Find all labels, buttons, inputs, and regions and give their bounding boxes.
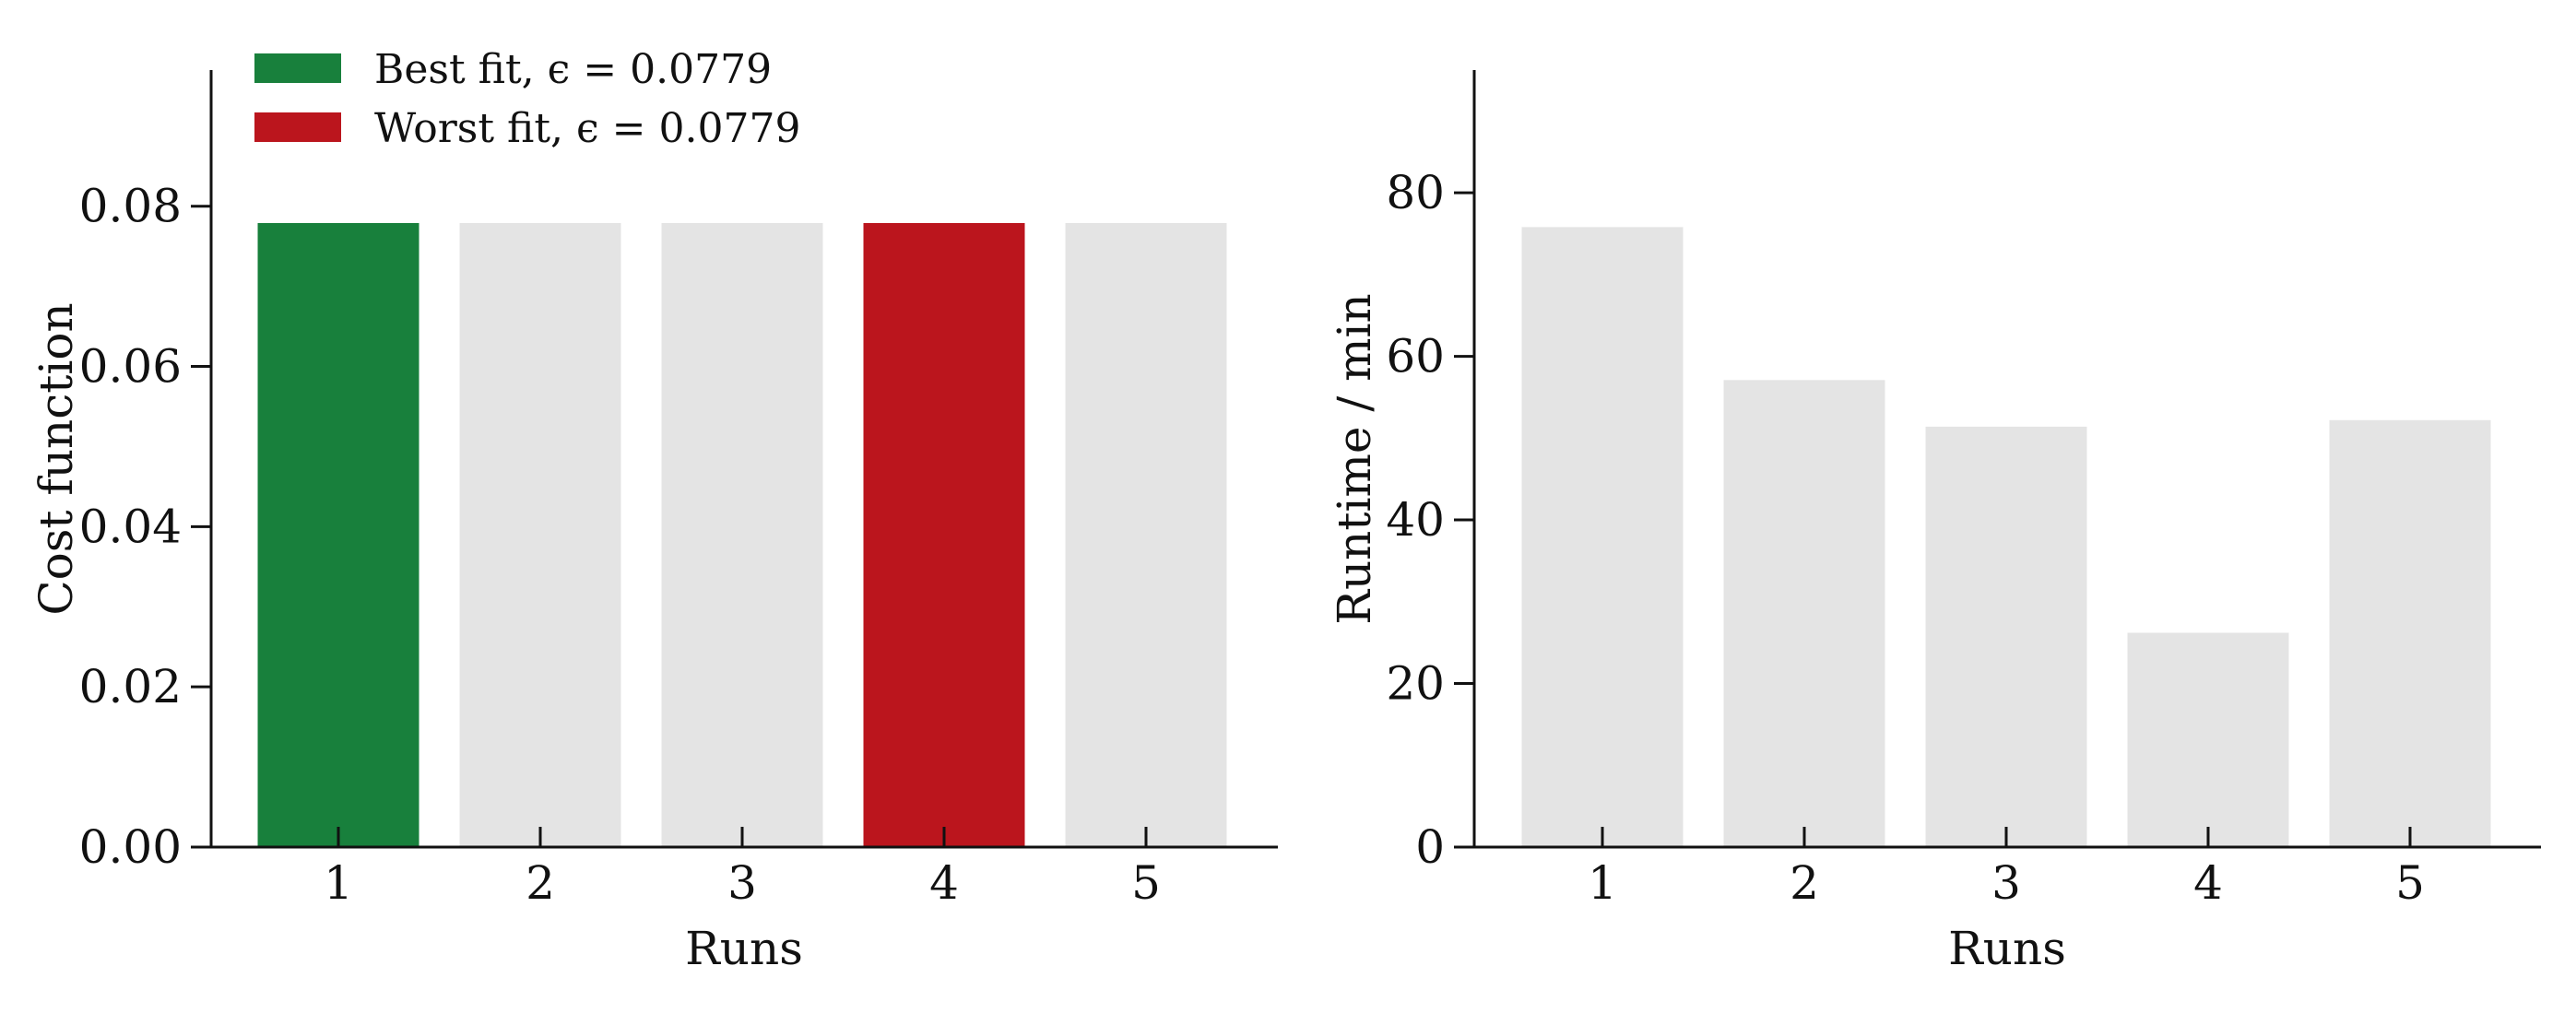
y-tick-label: 0 [1415, 820, 1445, 874]
x-axis-label: Runs [685, 922, 803, 975]
bar-run-2 [459, 222, 621, 847]
bar-run-5 [2329, 419, 2491, 847]
legend-label-best: Best fit, ϵ = 0.0779 [374, 46, 772, 93]
y-tick-label: 80 [1386, 166, 1445, 219]
bar-run-1 [1521, 227, 1684, 847]
x-tick-label: 2 [1790, 856, 1819, 910]
legend-label-worst: Worst fit, ϵ = 0.0779 [374, 105, 800, 152]
runtime-chart: 0 20 40 60 80 1 2 3 4 5 Runs Runtime / min [1328, 70, 2541, 975]
cost-y-ticks: 0.00 0.02 0.04 0.06 0.08 [79, 180, 211, 874]
bar-run-4 [2127, 632, 2289, 847]
cost-x-ticks: 1 2 3 4 5 [324, 827, 1161, 910]
runtime-bars [1521, 227, 2491, 847]
bar-run-2 [1723, 380, 1885, 847]
y-tick-label: 40 [1386, 493, 1445, 547]
x-tick-label: 4 [929, 856, 959, 910]
x-axis-label: Runs [1948, 922, 2066, 975]
legend-swatch-best [254, 53, 341, 83]
legend: Best fit, ϵ = 0.0779 Worst fit, ϵ = 0.07… [254, 46, 800, 152]
x-tick-label: 4 [2193, 856, 2223, 910]
runtime-y-ticks: 0 20 40 60 80 [1386, 166, 1474, 874]
bar-run-4 [863, 222, 1025, 847]
y-tick-label: 60 [1386, 330, 1445, 383]
legend-swatch-worst [254, 112, 341, 142]
y-axis-label: Cost function [30, 302, 83, 615]
cost-axes [209, 70, 1278, 849]
cost-bars [257, 222, 1227, 847]
y-tick-label: 0.06 [79, 340, 182, 394]
x-tick-label: 2 [526, 856, 555, 910]
runtime-x-ticks: 1 2 3 4 5 [1588, 827, 2425, 910]
x-tick-label: 1 [324, 856, 353, 910]
x-tick-label: 1 [1588, 856, 1617, 910]
x-tick-label: 3 [727, 856, 757, 910]
bar-run-5 [1065, 222, 1227, 847]
x-tick-label: 3 [1991, 856, 2021, 910]
y-tick-label: 0.08 [79, 180, 182, 233]
bar-run-3 [661, 222, 823, 847]
bar-run-3 [1925, 426, 2087, 847]
y-tick-label: 0.04 [79, 500, 182, 553]
x-tick-label: 5 [1131, 856, 1161, 910]
y-axis-label: Runtime / min [1328, 293, 1381, 624]
x-tick-label: 5 [2395, 856, 2425, 910]
y-tick-label: 0.00 [79, 820, 182, 874]
y-tick-label: 0.02 [79, 660, 182, 713]
bar-run-1 [257, 222, 419, 847]
y-tick-label: 20 [1386, 657, 1445, 711]
cost-function-chart: Best fit, ϵ = 0.0779 Worst fit, ϵ = 0.07… [30, 46, 1278, 975]
